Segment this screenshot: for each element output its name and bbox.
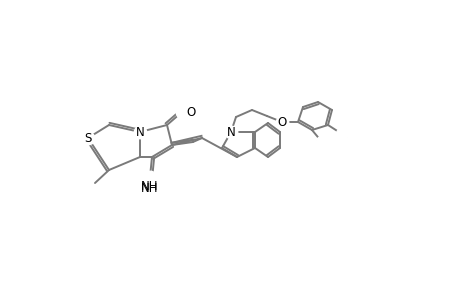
Text: O: O bbox=[185, 106, 195, 118]
Text: S: S bbox=[84, 131, 91, 145]
Text: N: N bbox=[226, 125, 235, 139]
Text: N: N bbox=[135, 125, 144, 139]
Text: NH: NH bbox=[141, 182, 158, 195]
Text: NH: NH bbox=[141, 180, 158, 193]
Text: O: O bbox=[277, 116, 286, 128]
